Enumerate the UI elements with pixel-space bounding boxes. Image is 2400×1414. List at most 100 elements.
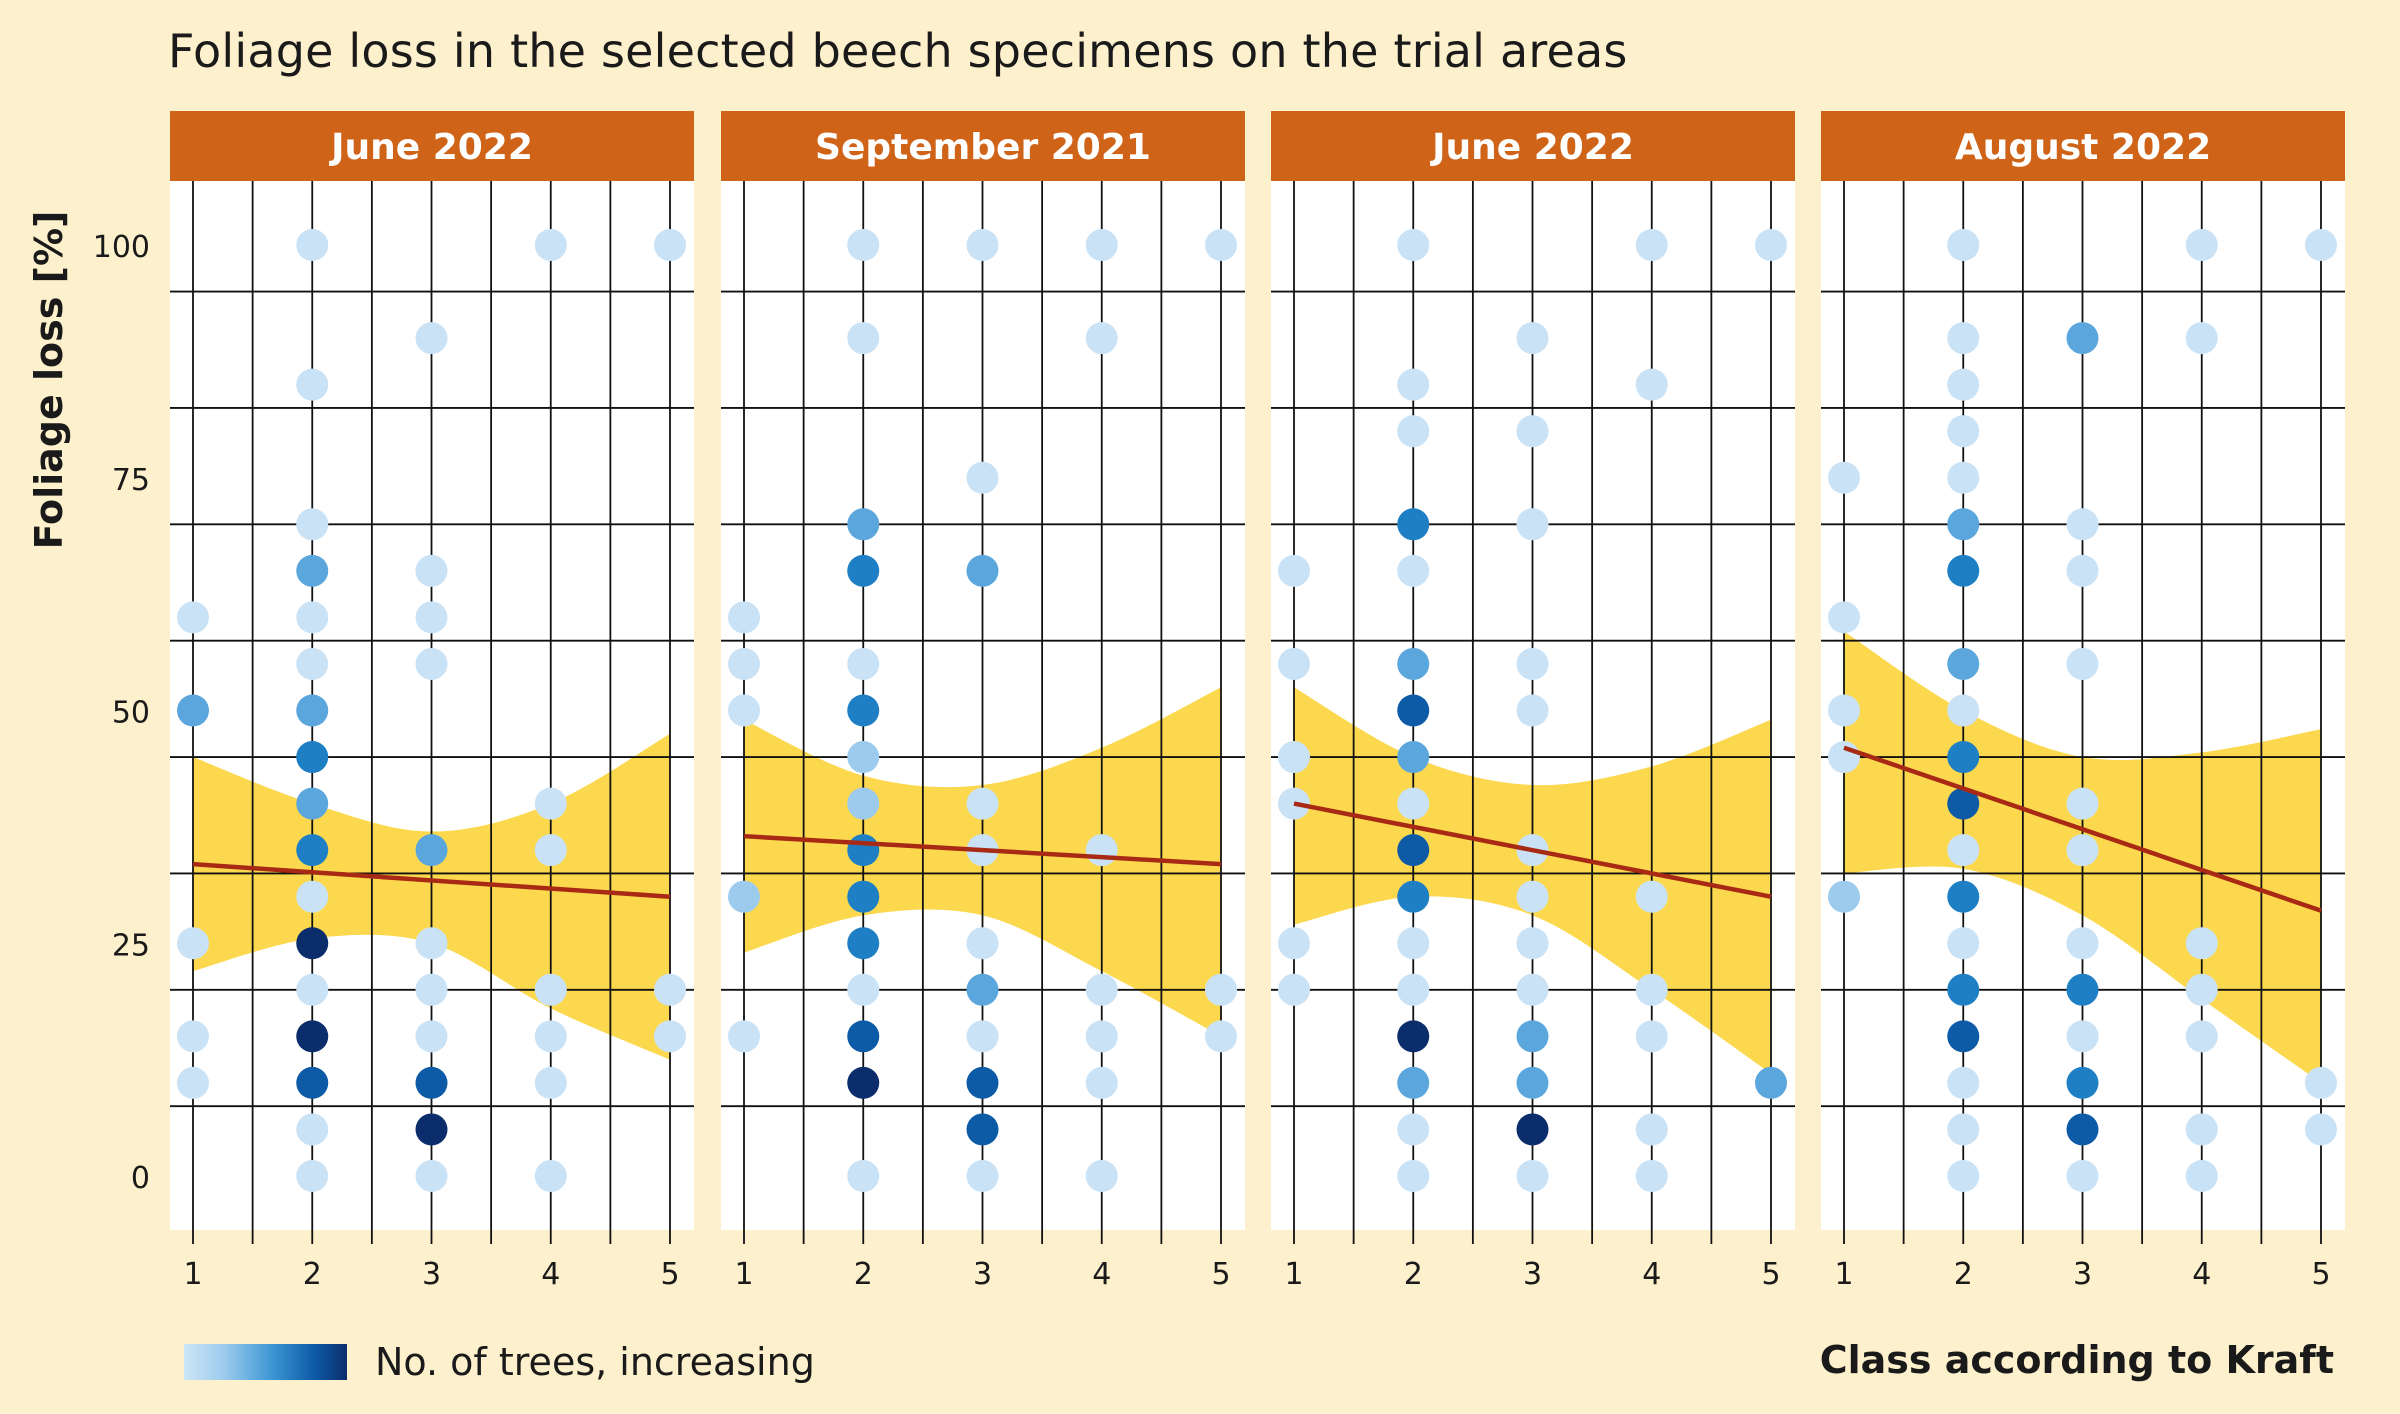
data-point	[1516, 508, 1549, 541]
data-point	[1947, 415, 1980, 448]
x-tick-label: 5	[1211, 1257, 1230, 1292]
data-point	[847, 927, 880, 960]
data-point	[296, 368, 329, 401]
facet-header	[170, 111, 694, 181]
data-point	[534, 1160, 567, 1192]
data-point	[966, 787, 999, 820]
data-point	[1397, 880, 1430, 913]
data-point	[296, 694, 329, 727]
data-point	[2066, 508, 2099, 541]
data-point	[415, 554, 448, 587]
data-point	[1828, 461, 1860, 494]
data-point	[654, 973, 686, 1006]
data-point	[1516, 322, 1549, 355]
data-point	[296, 647, 329, 680]
data-point	[1397, 415, 1430, 448]
data-point	[847, 508, 880, 541]
data-point	[1947, 1020, 1980, 1053]
color-scale-bar	[184, 1344, 347, 1380]
data-point	[1516, 647, 1549, 680]
data-point	[1828, 741, 1860, 774]
data-point	[415, 647, 448, 680]
data-point	[2185, 973, 2218, 1006]
data-point	[847, 229, 880, 261]
data-point	[1516, 1160, 1549, 1192]
data-point	[534, 834, 567, 867]
data-point	[728, 1020, 760, 1053]
facet-title: September 2021	[815, 127, 1151, 168]
data-point	[177, 694, 209, 727]
data-point	[1397, 1113, 1430, 1146]
data-point	[177, 1020, 209, 1053]
data-point	[2185, 229, 2218, 261]
data-point	[1516, 1066, 1549, 1099]
data-point	[2066, 1160, 2099, 1192]
trend-line	[1843, 745, 2322, 913]
data-point	[966, 461, 999, 494]
data-point	[415, 1113, 448, 1146]
data-point	[415, 927, 448, 960]
data-point	[1397, 368, 1430, 401]
facet-header	[1271, 111, 1795, 181]
x-tick-label: 4	[1092, 1257, 1111, 1292]
x-tick-label: 5	[1761, 1257, 1780, 1292]
data-point	[2066, 554, 2099, 587]
data-point	[1205, 1020, 1237, 1053]
facet-header	[721, 111, 1245, 181]
data-point	[2066, 647, 2099, 680]
data-point	[1516, 1113, 1549, 1146]
data-point	[2066, 973, 2099, 1006]
x-tick-label: 4	[1642, 1257, 1661, 1292]
data-point	[1947, 834, 1980, 867]
data-point	[2185, 927, 2218, 960]
data-point	[1947, 322, 1980, 355]
data-point	[415, 601, 448, 634]
data-point	[1205, 229, 1237, 261]
data-point	[415, 1066, 448, 1099]
data-point	[728, 601, 760, 634]
data-point	[415, 1020, 448, 1053]
data-point	[2066, 927, 2099, 960]
facet-title: June 2022	[328, 127, 533, 168]
data-point	[847, 694, 880, 727]
data-point	[1947, 1066, 1980, 1099]
data-point	[1085, 229, 1118, 261]
facet-title: June 2022	[1429, 127, 1634, 168]
data-point	[847, 1066, 880, 1099]
data-point	[1755, 1066, 1787, 1099]
facet-title: August 2022	[1955, 127, 2211, 168]
trend-line	[1293, 801, 1772, 899]
data-point	[1947, 554, 1980, 587]
data-point	[296, 1113, 329, 1146]
data-point	[1205, 973, 1237, 1006]
data-point	[296, 787, 329, 820]
data-point	[654, 229, 686, 261]
data-point	[1397, 647, 1430, 680]
data-point	[847, 741, 880, 774]
data-point	[415, 1160, 448, 1192]
data-point	[1397, 1066, 1430, 1099]
y-tick-label: 50	[112, 696, 150, 731]
data-point	[296, 741, 329, 774]
x-tick-label: 5	[660, 1257, 679, 1292]
data-point	[1516, 694, 1549, 727]
data-point	[2185, 1113, 2218, 1146]
y-axis-title: Foliage loss [%]	[27, 211, 71, 550]
data-point	[1397, 973, 1430, 1006]
data-point	[847, 322, 880, 355]
data-point	[1947, 508, 1980, 541]
x-tick-label: 2	[1404, 1257, 1423, 1292]
data-point	[296, 229, 329, 261]
trend-line	[743, 833, 1222, 867]
data-point	[2066, 787, 2099, 820]
data-point	[1397, 927, 1430, 960]
data-point	[1635, 973, 1668, 1006]
data-point	[534, 787, 567, 820]
data-point	[2066, 1066, 2099, 1099]
data-point	[1947, 1113, 1980, 1146]
trend-line	[192, 861, 671, 899]
data-point	[2066, 322, 2099, 355]
data-point	[2185, 1160, 2218, 1192]
data-point	[534, 1020, 567, 1053]
facet-panel: August 2022 1 2 3 4 5	[1821, 111, 2345, 1292]
